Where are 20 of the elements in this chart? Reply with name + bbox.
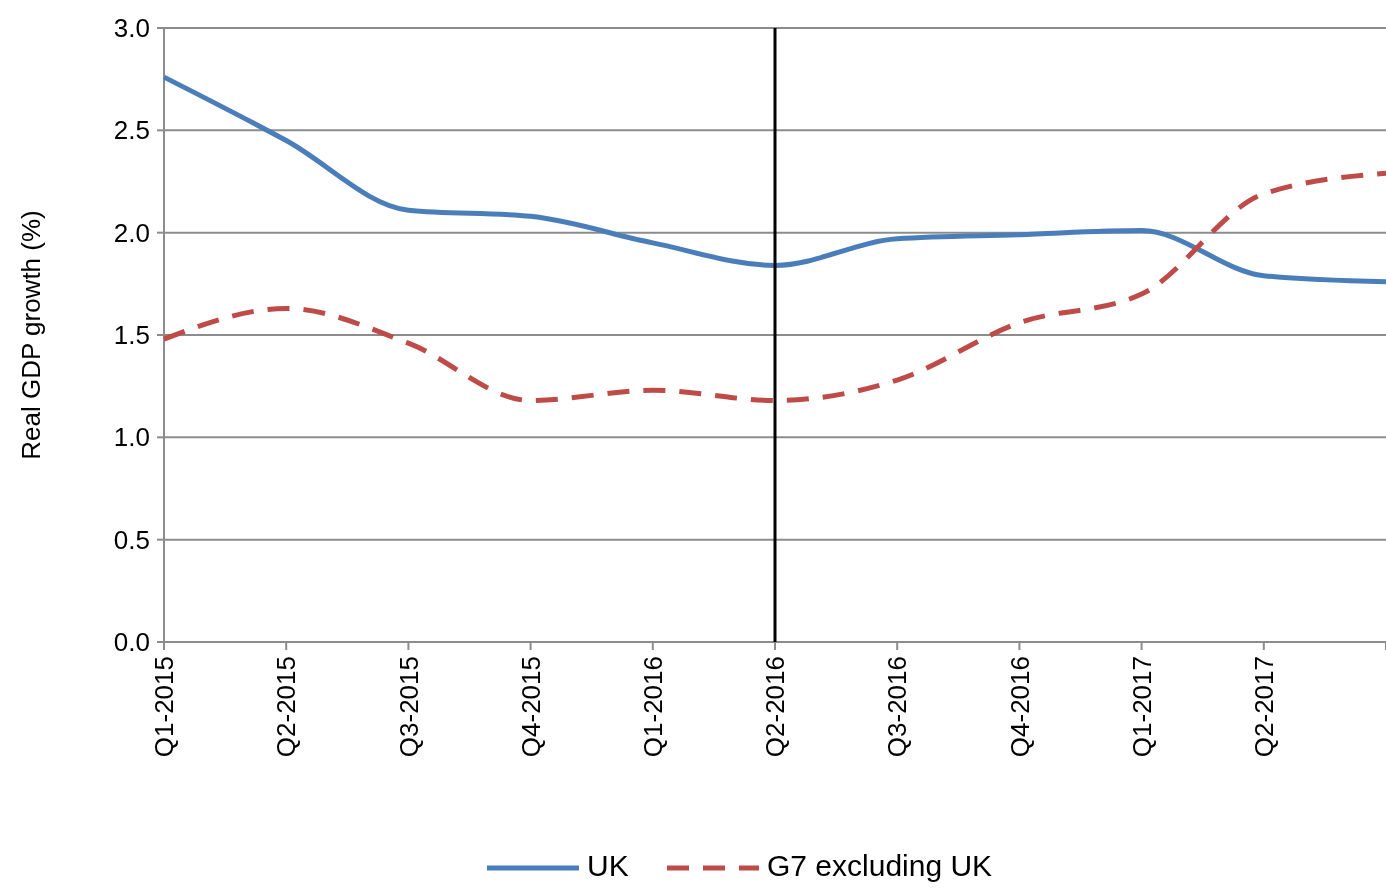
x-tick-label: Q1-2016	[637, 656, 668, 758]
x-tick-label: Q2-2015	[271, 656, 302, 758]
legend-label: UK	[587, 849, 629, 882]
y-axis-title: Real GDP growth (%)	[16, 210, 46, 460]
x-tick-label: Q3-2015	[393, 656, 424, 758]
x-tick-label: Q2-2016	[760, 656, 791, 758]
x-tick-label: Q1-2015	[149, 656, 180, 758]
y-tick-label: 0.5	[113, 524, 150, 555]
x-tick-label: Q3-2016	[882, 656, 913, 758]
x-tick-label: Q1-2017	[1126, 656, 1157, 758]
y-tick-label: 2.5	[113, 115, 150, 146]
x-tick-label: Q4-2016	[1004, 656, 1035, 758]
x-tick-label: Q4-2015	[515, 656, 546, 758]
y-tick-label: 1.0	[113, 422, 150, 453]
y-tick-label: 0.0	[113, 627, 150, 658]
y-tick-label: 3.0	[113, 13, 150, 44]
x-tick-label: Q2-2017	[1248, 656, 1279, 758]
y-tick-label: 1.5	[113, 320, 150, 351]
y-tick-label: 2.0	[113, 217, 150, 248]
legend-label: G7 excluding UK	[767, 849, 993, 882]
